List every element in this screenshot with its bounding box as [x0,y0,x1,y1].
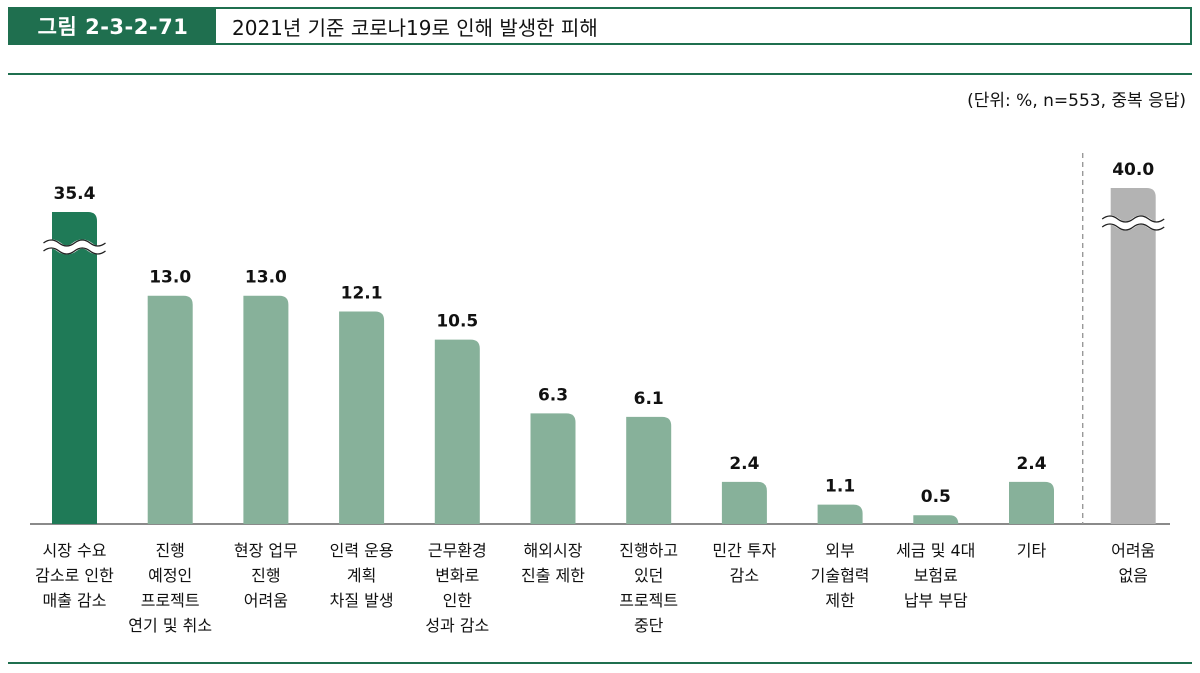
category-label-8: 민간 투자 감소 [712,541,777,585]
category-label-10: 세금 및 4대 보험료 납부 부담 [896,541,976,610]
axis-break-gap-12 [1099,215,1167,231]
value-label-1: 35.4 [54,184,96,204]
value-label-3: 13.0 [245,268,287,288]
category-label-6: 해외시장 진출 제한 [521,541,585,585]
category-label-5: 근무환경 변화로 인한 성과 감소 [425,541,490,635]
category-label-3: 현장 업무 진행 어려움 [233,541,298,610]
top-rule [8,73,1192,75]
axis-break-line-top-1 [43,239,106,247]
bar-11 [1009,481,1054,524]
value-label-11: 2.4 [1016,454,1046,474]
value-label-6: 6.3 [538,385,568,405]
category-label-7: 진행하고 있던 프로젝트 중단 [619,541,679,635]
value-label-9: 1.1 [825,477,855,497]
bar-4 [339,311,385,524]
value-label-2: 13.0 [149,268,191,288]
value-label-12: 40.0 [1112,160,1154,180]
axis-break-line-bottom-12 [1101,223,1165,231]
category-label-11: 기타 [1016,541,1047,560]
bottom-rule [8,662,1192,664]
axis-break-line-top-12 [1101,215,1165,223]
bar-6 [530,413,576,524]
axis-break-line-bottom-1 [43,247,106,255]
figure-title: 2021년 기준 코로나19로 인해 발생한 피해 [232,15,598,40]
bar-9 [817,504,863,524]
value-label-5: 10.5 [436,312,478,332]
category-label-1: 시장 수요 감소로 인한 매출 감소 [35,541,114,610]
category-label-12: 어려움 없음 [1111,541,1156,585]
unit-note: (단위: %, n=553, 중복 응답) [967,91,1186,111]
figure-label: 그림 2-3-2-71 [10,9,216,43]
bar-3 [243,295,289,524]
axis-break-gap-1 [40,239,109,255]
bar-7 [626,416,672,524]
value-label-8: 2.4 [729,454,759,474]
bar-1 [52,212,97,524]
category-label-4: 인력 운용 계획 차질 발생 [329,541,394,610]
category-label-2: 진행 예정인 프로젝트 연기 및 취소 [128,541,213,635]
bar-8 [721,481,767,524]
category-label-9: 외부 기술협력 제한 [810,541,870,610]
bar-2 [147,295,193,524]
value-label-10: 0.5 [921,487,951,507]
bar-12 [1110,188,1156,524]
value-label-7: 6.1 [634,389,664,409]
bar-10 [913,515,959,524]
value-label-4: 12.1 [341,284,383,304]
figure-header: 그림 2-3-2-71 2021년 기준 코로나19로 인해 발생한 피해 [8,7,1192,45]
bar-5 [434,339,480,524]
